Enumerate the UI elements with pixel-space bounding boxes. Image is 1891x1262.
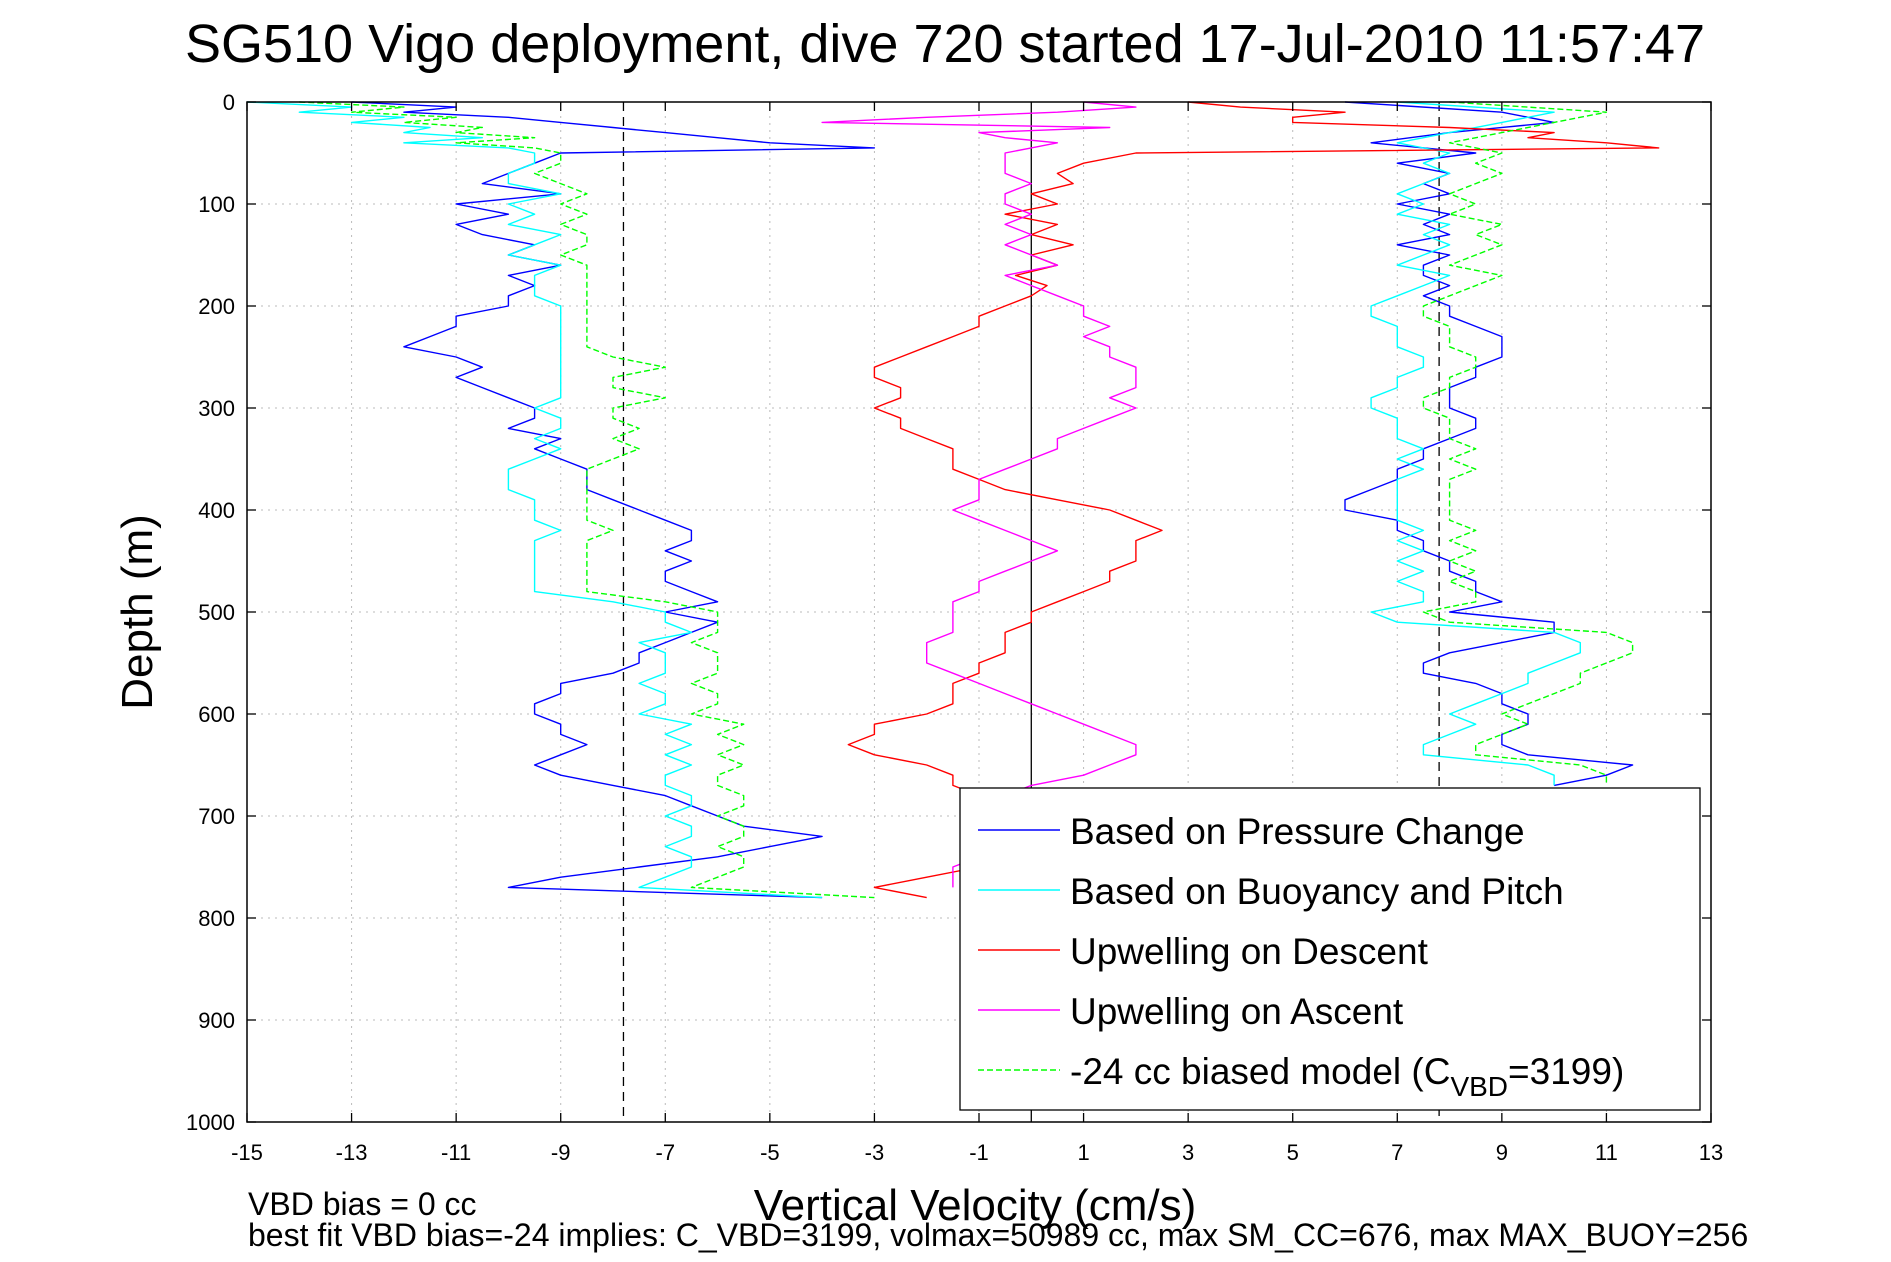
y-tick-label: 0 [223, 90, 235, 115]
y-tick-label: 300 [198, 396, 235, 421]
x-tick-label: 7 [1391, 1140, 1403, 1165]
y-tick-label: 1000 [186, 1110, 235, 1135]
series-lines [246, 101, 1660, 899]
y-axis-label: Depth (m) [113, 514, 162, 710]
y-axis-ticks: 0 100 200 300 400 500 600 700 800 900 1000 [186, 90, 1711, 1135]
series-line [1344, 101, 1634, 787]
footer-line-vbd-bias: VBD bias = 0 cc [248, 1186, 477, 1222]
y-tick-label: 800 [198, 906, 235, 931]
y-tick-label: 900 [198, 1008, 235, 1033]
x-tick-label: 5 [1287, 1140, 1299, 1165]
legend-label: Based on Pressure Change [1070, 811, 1525, 852]
x-tick-label: 13 [1699, 1140, 1723, 1165]
y-tick-label: 600 [198, 702, 235, 727]
legend-label: Upwelling on Ascent [1070, 991, 1404, 1032]
x-axis-ticks: -15 -13 -11 -9 -7 -5 -3 -1 1 3 5 7 9 11 13 [231, 102, 1723, 1165]
footer-line-best-fit: best fit VBD bias=-24 implies: C_VBD=319… [248, 1217, 1748, 1253]
x-tick-label: 1 [1077, 1140, 1089, 1165]
legend-label: Upwelling on Descent [1070, 931, 1429, 972]
series-line [821, 101, 1137, 888]
series-line [847, 101, 1660, 899]
x-tick-label: -1 [969, 1140, 989, 1165]
x-tick-label: -9 [551, 1140, 571, 1165]
legend: Based on Pressure Change Based on Buoyanc… [959, 787, 1701, 1111]
series-line [299, 101, 875, 899]
y-tick-label: 200 [198, 294, 235, 319]
legend-label: Based on Buoyancy and Pitch [1070, 871, 1564, 912]
y-tick-label: 500 [198, 600, 235, 625]
x-tick-label: -5 [760, 1140, 780, 1165]
series-line [1422, 101, 1634, 786]
legend-label: -24 cc biased model (CVBD=3199) [1070, 1051, 1624, 1102]
y-tick-label: 400 [198, 498, 235, 523]
x-tick-label: -3 [865, 1140, 885, 1165]
x-tick-label: -7 [656, 1140, 676, 1165]
series-line [1370, 101, 1582, 786]
legend-box [959, 787, 1701, 1111]
x-axis-label: Vertical Velocity (cm/s) [754, 1181, 1197, 1230]
x-tick-label: 3 [1182, 1140, 1194, 1165]
chart-title: SG510 Vigo deployment, dive 720 started … [185, 14, 1705, 74]
series-line [246, 101, 823, 899]
x-tick-label: -11 [441, 1140, 471, 1165]
x-tick-label: 11 [1595, 1140, 1618, 1165]
x-tick-label: -13 [336, 1140, 368, 1165]
y-tick-label: 700 [198, 804, 235, 829]
y-tick-label: 100 [198, 192, 235, 217]
x-tick-label: 9 [1496, 1140, 1508, 1165]
x-tick-label: -15 [231, 1140, 263, 1165]
